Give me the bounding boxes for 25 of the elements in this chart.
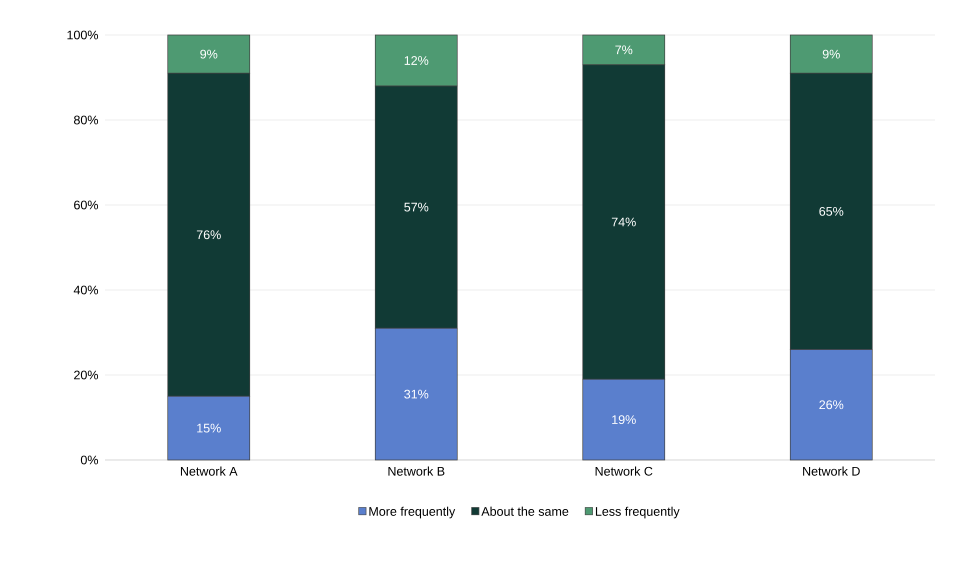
y-tick-label: 0% (80, 456, 98, 464)
data-label: 7% (615, 45, 632, 54)
data-label: 15% (197, 424, 221, 433)
data-label: 12% (404, 56, 428, 65)
legend-label: More frequently (369, 506, 456, 518)
data-label: 76% (196, 230, 221, 240)
data-label: 31% (404, 390, 428, 399)
x-tick-label: Network B (388, 466, 444, 476)
y-tick-label: 60% (74, 200, 98, 210)
data-label: 9% (200, 50, 218, 59)
x-tick-label: Network C (596, 466, 652, 476)
y-tick-label: 80% (74, 116, 98, 124)
data-label: 57% (404, 202, 428, 212)
legend-label: Less frequently (596, 506, 680, 518)
data-label: 74% (612, 218, 636, 226)
y-tick-label: 20% (74, 370, 98, 380)
data-label: 65% (819, 206, 844, 216)
x-tick-label: Network D (803, 466, 860, 476)
data-label: 9% (822, 50, 840, 59)
data-label: 19% (612, 415, 636, 424)
legend-label: About the same (481, 506, 568, 516)
x-tick-label: Network A (180, 466, 238, 476)
data-label: 26% (819, 400, 844, 410)
y-tick-label: 40% (74, 286, 98, 294)
y-tick-label: 100% (67, 30, 98, 40)
